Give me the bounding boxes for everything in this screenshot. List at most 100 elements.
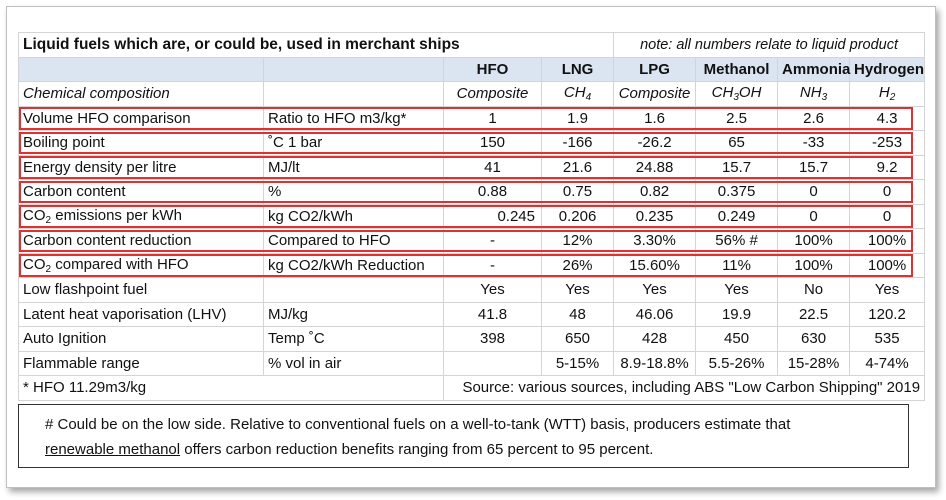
value-cell: Yes xyxy=(695,277,779,303)
table-row: Flammable range% vol in air 5-15% 8.9-18.8… xyxy=(18,350,926,376)
value-cell: 11% xyxy=(695,252,779,278)
value-cell: 12% xyxy=(540,228,615,254)
table-row: Low flashpoint fuel Yes Yes Yes Yes No Yes xyxy=(18,277,926,303)
title-row: Liquid fuels which are, or could be, use… xyxy=(17,32,926,58)
value-cell: -166 xyxy=(540,130,615,156)
value-cell: 5.5-26% xyxy=(695,350,779,376)
value-cell: 0.249 xyxy=(695,203,779,229)
value-cell: 26% xyxy=(540,252,615,278)
row-label: Auto Ignition xyxy=(18,326,264,352)
value-cell: 8.9-18.8% xyxy=(613,350,697,376)
value-cell: No xyxy=(777,277,851,303)
row-unit: ˚C 1 bar xyxy=(263,130,444,156)
value-cell: 100% xyxy=(777,228,851,254)
value-cell: 630 xyxy=(777,326,851,352)
value-cell: 150 xyxy=(443,130,542,156)
value-cell: 1.6 xyxy=(613,105,697,131)
row-unit: MJ/kg xyxy=(263,301,444,327)
table-row: CO2 compared with HFO kg CO2/kWh Reductio… xyxy=(18,252,926,278)
value-cell: 0.235 xyxy=(613,203,697,229)
row-label: CO2 compared with HFO xyxy=(18,252,264,278)
value-cell: 0 xyxy=(849,203,926,229)
source-text: Source: various sources, including ABS "… xyxy=(442,375,926,401)
row-label: Chemical composition xyxy=(18,81,264,107)
value-cell: 65 xyxy=(695,130,779,156)
row-label: Energy density per litre xyxy=(18,154,264,180)
row-unit: % vol in air xyxy=(263,350,444,376)
renewable-methanol-link[interactable]: renewable methanol xyxy=(45,441,181,458)
value-cell: 535 xyxy=(849,326,926,352)
value-cell: 2.6 xyxy=(777,105,851,131)
value-cell: 1.9 xyxy=(540,105,615,131)
row-label: Volume HFO comparison xyxy=(18,105,264,131)
value-cell: 0.88 xyxy=(443,179,542,205)
row-label: Low flashpoint fuel xyxy=(18,277,264,303)
value-cell: -26.2 xyxy=(613,130,697,156)
value-cell: 2.5 xyxy=(695,105,779,131)
header-fuel-lpg: LPG xyxy=(613,56,697,82)
value-cell: 46.06 xyxy=(613,301,697,327)
formula-cell: Composite xyxy=(443,81,542,107)
value-cell: 0.375 xyxy=(695,179,779,205)
value-cell: 0.82 xyxy=(613,179,697,205)
table-title: Liquid fuels which are, or could be, use… xyxy=(17,32,615,58)
value-cell: 398 xyxy=(443,326,542,352)
composition-row: Chemical composition Composite CH4 Compo… xyxy=(18,81,926,107)
value-cell: 56% # xyxy=(695,228,779,254)
value-cell: 21.6 xyxy=(540,154,615,180)
value-cell: 120.2 xyxy=(849,301,926,327)
formula-cell: CH3OH xyxy=(695,81,779,107)
table-row: Latent heat vaporisation (LHV) MJ/kg 41.8 4… xyxy=(18,301,926,327)
footer-row: * HFO 11.29m3/kg Source: various sources… xyxy=(18,375,926,401)
value-cell: Yes xyxy=(613,277,697,303)
value-cell: 0.206 xyxy=(540,203,615,229)
table-row: CO2 emissions per kWh kg CO2/kWh 0.245 0.20… xyxy=(18,203,926,229)
value-cell: 1 xyxy=(443,105,542,131)
value-cell: 3.30% xyxy=(613,228,697,254)
header-fuel-hydrogen: Hydrogen xyxy=(849,56,926,82)
row-unit xyxy=(263,277,444,303)
row-label: Boiling point xyxy=(18,130,264,156)
value-cell: Yes xyxy=(540,277,615,303)
row-unit xyxy=(263,81,444,107)
value-cell: 4-74% xyxy=(849,350,926,376)
value-cell: 15.7 xyxy=(695,154,779,180)
value-cell: 100% xyxy=(777,252,851,278)
value-cell: 41 xyxy=(443,154,542,180)
value-cell: 100% xyxy=(849,228,926,254)
value-cell: - xyxy=(443,252,542,278)
value-cell: 15.7 xyxy=(777,154,851,180)
value-cell: 0.245 xyxy=(443,203,542,229)
header-fuel-lng: LNG xyxy=(540,56,615,82)
value-cell: 22.5 xyxy=(777,301,851,327)
row-unit: Compared to HFO xyxy=(263,228,444,254)
table-row: Volume HFO comparison Ratio to HFO m3/kg*… xyxy=(18,105,926,131)
header-row: HFO LNG LPG Methanol Ammonia Hydrogen xyxy=(18,56,926,82)
row-unit: % xyxy=(263,179,444,205)
row-unit: kg CO2/kWh Reduction xyxy=(263,252,444,278)
note-line-2: renewable methanol offers carbon reducti… xyxy=(45,441,654,458)
value-cell: -33 xyxy=(777,130,851,156)
header-fuel-hfo: HFO xyxy=(443,56,542,82)
value-cell: 428 xyxy=(613,326,697,352)
row-unit: Ratio to HFO m3/kg* xyxy=(263,105,444,131)
header-fuel-ammonia: Ammonia xyxy=(777,56,850,82)
formula-cell: NH3 xyxy=(777,81,851,107)
formula-cell: H2 xyxy=(849,81,926,107)
row-unit: kg CO2/kWh xyxy=(263,203,444,229)
table-row: Boiling point ˚C 1 bar 150 -166 -26.2 65 -33 -2… xyxy=(18,130,926,156)
value-cell: 0 xyxy=(777,179,851,205)
value-cell: 41.8 xyxy=(443,301,542,327)
value-cell xyxy=(443,350,542,376)
row-unit: MJ/lt xyxy=(263,154,444,180)
value-cell: 0 xyxy=(849,179,926,205)
header-blank-cell xyxy=(263,56,444,82)
value-cell: 19.9 xyxy=(695,301,779,327)
value-cell: 450 xyxy=(695,326,779,352)
value-cell: Yes xyxy=(443,277,542,303)
value-cell: - xyxy=(443,228,542,254)
header-blank-cell xyxy=(18,56,264,82)
table-row: Energy density per litre MJ/lt 41 21.6 24.88… xyxy=(18,154,926,180)
value-cell: 650 xyxy=(540,326,615,352)
header-fuel-methanol: Methanol xyxy=(695,56,779,82)
